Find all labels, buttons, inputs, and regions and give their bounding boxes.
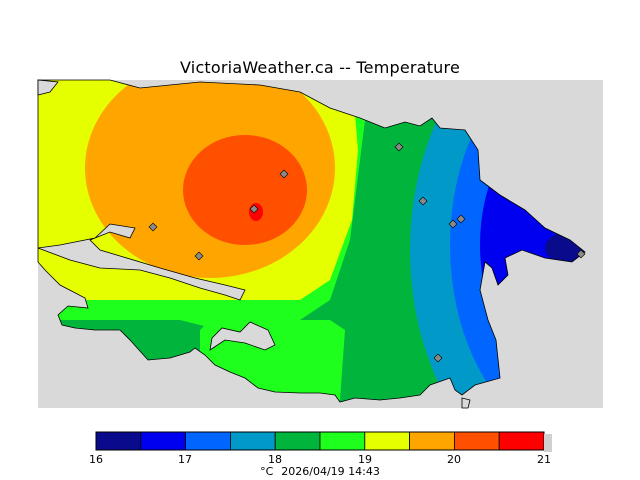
legend-tick-label: 18 [268, 453, 282, 466]
legend-band [409, 431, 455, 451]
station-marker [148, 222, 158, 232]
legend-unit: °C [260, 465, 274, 478]
station-marker [279, 169, 289, 179]
legend-tick-label: 16 [89, 453, 103, 466]
timestamp: 2026/04/19 14:43 [281, 465, 380, 478]
station-marker [433, 353, 443, 363]
station-marker [249, 204, 259, 214]
legend-tick-label: 20 [447, 453, 461, 466]
legend-tick-label: 21 [537, 453, 551, 466]
station-marker [394, 142, 404, 152]
legend-band [95, 431, 142, 451]
station-marker [448, 219, 458, 229]
legend-footer: °C 2026/04/19 14:43 [0, 465, 640, 478]
station-marker [194, 251, 204, 261]
legend-band [229, 431, 276, 451]
legend-band [498, 431, 545, 451]
legend-band [319, 431, 366, 451]
legend-band [185, 431, 231, 451]
map-title: VictoriaWeather.ca -- Temperature [180, 58, 460, 77]
station-marker [418, 196, 428, 206]
legend-shadow [544, 434, 552, 452]
legend-band [140, 431, 187, 451]
inland-water [37, 79, 471, 409]
legend-band [453, 431, 500, 451]
station-marker [456, 214, 466, 224]
station-marker [576, 249, 586, 259]
legend-tick-label: 19 [358, 453, 372, 466]
legend-band [274, 431, 321, 451]
legend-band [364, 431, 410, 451]
station-markers [148, 142, 586, 363]
legend-tick-label: 17 [178, 453, 192, 466]
